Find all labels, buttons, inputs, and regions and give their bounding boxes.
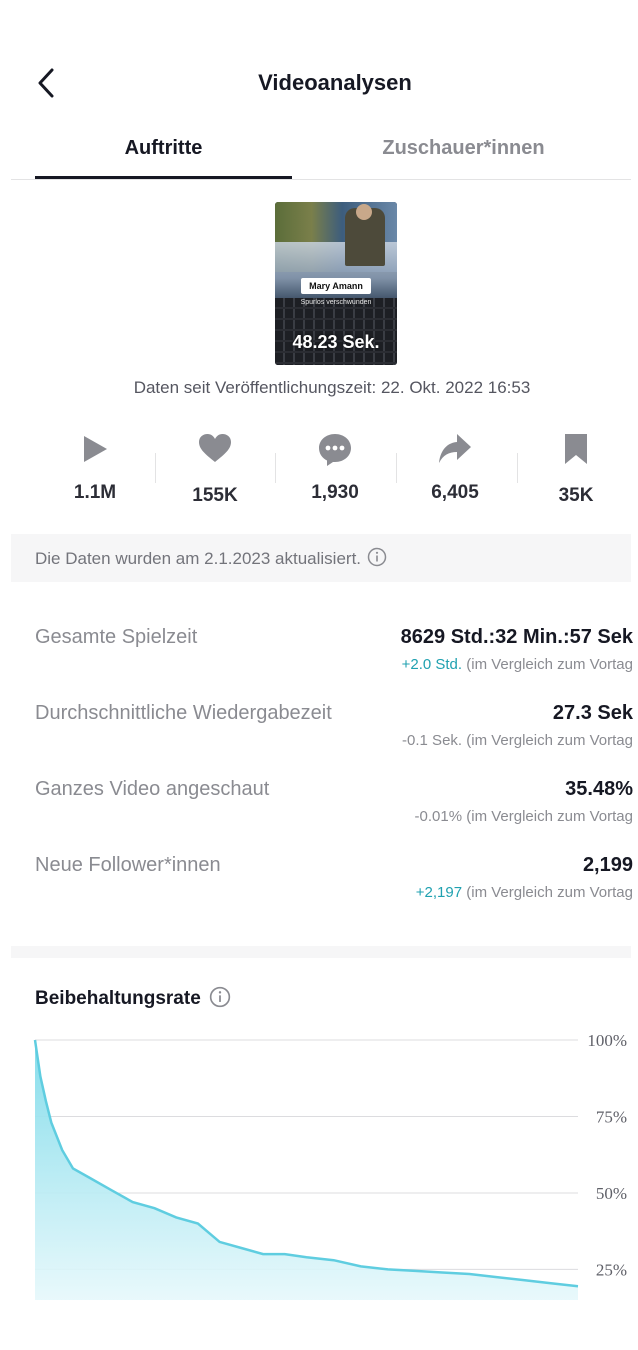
chart-title-text: Beibehaltungsrate	[35, 988, 201, 1009]
info-icon[interactable]	[367, 547, 387, 567]
thumbnail-keyboard-rows	[275, 298, 397, 365]
stat-views-value: 1.1M	[73, 482, 117, 503]
engagement-stats: 1.1M 155K 1,930 6,405 35K	[0, 425, 638, 515]
retention-line	[33, 1039, 579, 1288]
metric-value: 35.48%	[565, 778, 633, 800]
metric-compare-text: (im Vergleich zum Vortag	[466, 884, 633, 901]
stat-comments-value: 1,930	[311, 482, 359, 503]
stat-separator	[275, 453, 276, 483]
stat-shares: 6,405	[395, 425, 515, 515]
play-icon	[84, 436, 107, 462]
metric-compare-text: (im Vergleich zum Vortag	[466, 656, 633, 673]
thumbnail-person-head	[356, 204, 372, 220]
info-icon[interactable]	[209, 986, 231, 1008]
metric-value: 2,199	[582, 854, 633, 876]
metric-compare-text: (im Vergleich zum Vortag	[466, 808, 633, 825]
share-icon	[439, 434, 471, 463]
header: Videoanalysen	[0, 0, 638, 120]
metric-delta: +2,197	[415, 884, 463, 901]
y-tick-label: 50%	[596, 1184, 627, 1203]
metric-label: Durchschnittliche Wiedergabezeit	[35, 702, 332, 724]
metric-label: Neue Follower*innen	[35, 854, 221, 876]
metric-total-playtime: Gesamte Spielzeit 8629 Std.:32 Min.:57 S…	[0, 600, 638, 676]
page-title: Videoanalysen	[258, 70, 412, 95]
data-update-notice: Die Daten wurden am 2.1.2023 aktualisier…	[11, 534, 631, 582]
metric-value: 8629 Std.:32 Min.:57 Sek	[400, 626, 633, 648]
metric-delta: +2.0 Std.	[401, 656, 463, 673]
metric-comparison: +2.0 Std. (im Vergleich zum Vortag	[402, 656, 633, 673]
metric-delta: -0.01%	[414, 808, 463, 825]
stat-saves: 35K	[516, 425, 636, 515]
metric-compare-text: (im Vergleich zum Vortag	[466, 732, 633, 749]
tab-zuschauer[interactable]: Zuschauer*innen	[382, 137, 545, 159]
comment-icon	[319, 434, 351, 466]
metric-comparison: -0.1 Sek. (im Vergleich zum Vortag	[402, 732, 633, 749]
thumbnail-name-tag: Mary Amann	[301, 278, 371, 294]
metric-comparison: -0.01% (im Vergleich zum Vortag	[415, 808, 633, 825]
metric-label: Gesamte Spielzeit	[35, 626, 198, 648]
video-duration: 48.23 Sek.	[292, 332, 380, 352]
tab-bar: Auftritte Zuschauer*innen	[11, 120, 631, 180]
metric-label: Ganzes Video angeschaut	[35, 778, 270, 800]
stat-likes: 155K	[155, 425, 275, 515]
tab-auftritte[interactable]: Auftritte	[124, 137, 203, 159]
metric-delta: -0.1 Sek.	[402, 732, 463, 749]
chevron-left-icon[interactable]	[30, 66, 64, 100]
metric-avg-watchtime: Durchschnittliche Wiedergabezeit 27.3 Se…	[0, 676, 638, 752]
stat-likes-value: 155K	[192, 485, 238, 506]
retention-chart: 100% 75% 50% 25%	[33, 1031, 627, 1300]
video-thumbnail[interactable]: Mary Amann Spurlos verschwunden 48.23 Se…	[275, 202, 397, 365]
metric-value: 27.3 Sek	[552, 702, 633, 724]
thumbnail-subtitle: Spurlos verschwunden	[300, 299, 372, 306]
stat-separator	[396, 453, 397, 483]
heart-icon	[199, 434, 231, 462]
y-tick-label: 75%	[596, 1107, 627, 1126]
metric-new-followers: Neue Follower*innen 2,199 +2,197 (im Ver…	[0, 828, 638, 904]
y-tick-label: 100%	[587, 1031, 627, 1050]
retention-chart-title: Beibehaltungsrate	[35, 986, 231, 1010]
y-tick-label: 25%	[596, 1260, 627, 1279]
stat-saves-value: 35K	[558, 485, 594, 506]
bookmark-icon	[565, 434, 587, 464]
stat-comments: 1,930	[275, 425, 395, 515]
stat-views: 1.1M	[35, 425, 155, 515]
stat-shares-value: 6,405	[431, 482, 479, 503]
stat-separator	[155, 453, 156, 483]
retention-area	[35, 1040, 578, 1300]
stat-separator	[517, 453, 518, 483]
notice-text: Die Daten wurden am 2.1.2023 aktualisier…	[35, 549, 362, 568]
metric-comparison: +2,197 (im Vergleich zum Vortag	[416, 884, 633, 901]
active-tab-indicator	[35, 176, 292, 179]
metric-full-video-watched: Ganzes Video angeschaut 35.48% -0.01% (i…	[0, 752, 638, 828]
section-divider	[11, 946, 631, 958]
published-since-text: Daten seit Veröffentlichungszeit: 22. Ok…	[133, 378, 531, 397]
